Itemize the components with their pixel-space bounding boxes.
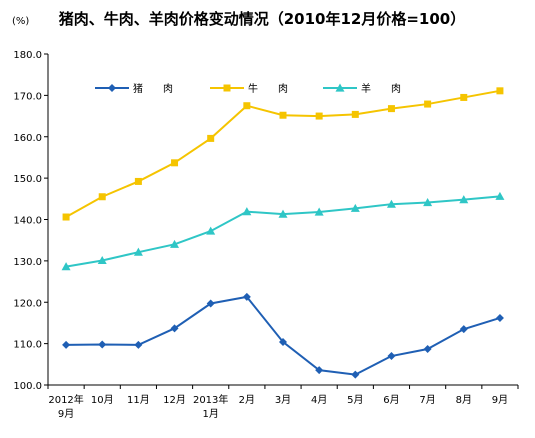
x-tick-label: 2月 (239, 394, 255, 406)
legend-item: 羊 肉 (323, 82, 401, 95)
data-point (97, 255, 107, 265)
data-point (170, 324, 179, 333)
data-point (61, 262, 71, 271)
series-line (65, 89, 501, 218)
series-diamond (62, 292, 504, 379)
data-point (387, 352, 396, 361)
data-point (314, 207, 324, 216)
data-point (459, 195, 469, 204)
data-point (315, 112, 323, 120)
data-point (62, 340, 71, 349)
data-point (62, 213, 70, 221)
data-point (242, 207, 252, 216)
data-point (98, 340, 107, 349)
data-point (424, 100, 432, 108)
data-point (350, 203, 360, 212)
legend-label: 猪 肉 (133, 82, 173, 95)
x-tick-label: 3月 (275, 394, 291, 406)
data-point (315, 366, 324, 375)
y-tick-label: 130.0 (13, 257, 42, 268)
data-point (243, 102, 251, 110)
legend-marker (335, 83, 345, 92)
chart-title: 猪肉、牛肉、羊肉价格变动情况（2010年12月价格=100） (58, 10, 466, 28)
y-tick-label: 170.0 (13, 91, 42, 102)
data-point (98, 193, 106, 201)
legend-item: 牛 肉 (210, 82, 288, 95)
y-tick-label: 160.0 (13, 133, 42, 144)
data-point (351, 370, 360, 379)
legend-item: 猪 肉 (95, 82, 173, 95)
data-point (170, 239, 180, 248)
x-tick-label: 9月 (492, 394, 508, 406)
data-point (242, 292, 251, 301)
unit-label: (%) (12, 16, 29, 27)
data-point (206, 226, 216, 235)
axes: 100.0 110.0 120.0 130.0 140.0 150.0 160.0 170.0… (13, 50, 519, 420)
series-group (61, 87, 505, 379)
y-tick-label: 100.0 (13, 381, 42, 392)
data-point (423, 198, 433, 207)
x-tick-label: 10月 (91, 394, 114, 406)
series-square (62, 87, 504, 221)
legend: 猪 肉牛 肉羊 肉 (95, 82, 401, 95)
legend-marker (223, 84, 231, 92)
legend-marker (108, 84, 116, 92)
x-tick-label: 7月 (419, 394, 435, 406)
series-line (65, 195, 501, 268)
data-point (279, 337, 287, 346)
legend-label: 牛 肉 (248, 82, 288, 95)
series-line (66, 295, 501, 376)
data-point (171, 159, 179, 167)
x-tick-label: 11月 (127, 394, 150, 406)
y-tick-label: 180.0 (13, 50, 42, 61)
data-point (495, 191, 505, 200)
x-tick-label: 2013年 (193, 393, 228, 406)
data-point (496, 87, 504, 95)
data-point (207, 134, 215, 142)
x-tick-label: 2012年 (48, 393, 83, 406)
x-tick-label: 6月 (383, 394, 399, 406)
data-point (459, 325, 468, 334)
x-tick-label: 1月 (203, 408, 219, 420)
data-point (134, 177, 142, 185)
legend-label: 羊 肉 (361, 82, 401, 95)
data-point (278, 209, 288, 218)
data-point (134, 340, 143, 349)
data-point (133, 247, 143, 256)
x-tick-label: 9月 (58, 408, 74, 420)
x-tick-label: 8月 (456, 394, 472, 406)
data-point (387, 105, 395, 113)
y-tick-label: 120.0 (13, 298, 42, 309)
data-point (279, 111, 287, 119)
data-point (386, 199, 396, 208)
y-tick-label: 140.0 (13, 216, 42, 227)
y-tick-label: 110.0 (13, 340, 42, 351)
data-point (206, 299, 215, 308)
data-point (495, 313, 504, 322)
x-tick-label: 12月 (163, 394, 186, 406)
data-point (460, 93, 468, 101)
x-tick-label: 5月 (347, 394, 363, 406)
y-tick-label: 150.0 (13, 174, 42, 185)
x-tick-label: 4月 (311, 394, 327, 406)
series-triangle (61, 191, 505, 271)
data-point (423, 345, 432, 354)
data-point (351, 110, 359, 118)
